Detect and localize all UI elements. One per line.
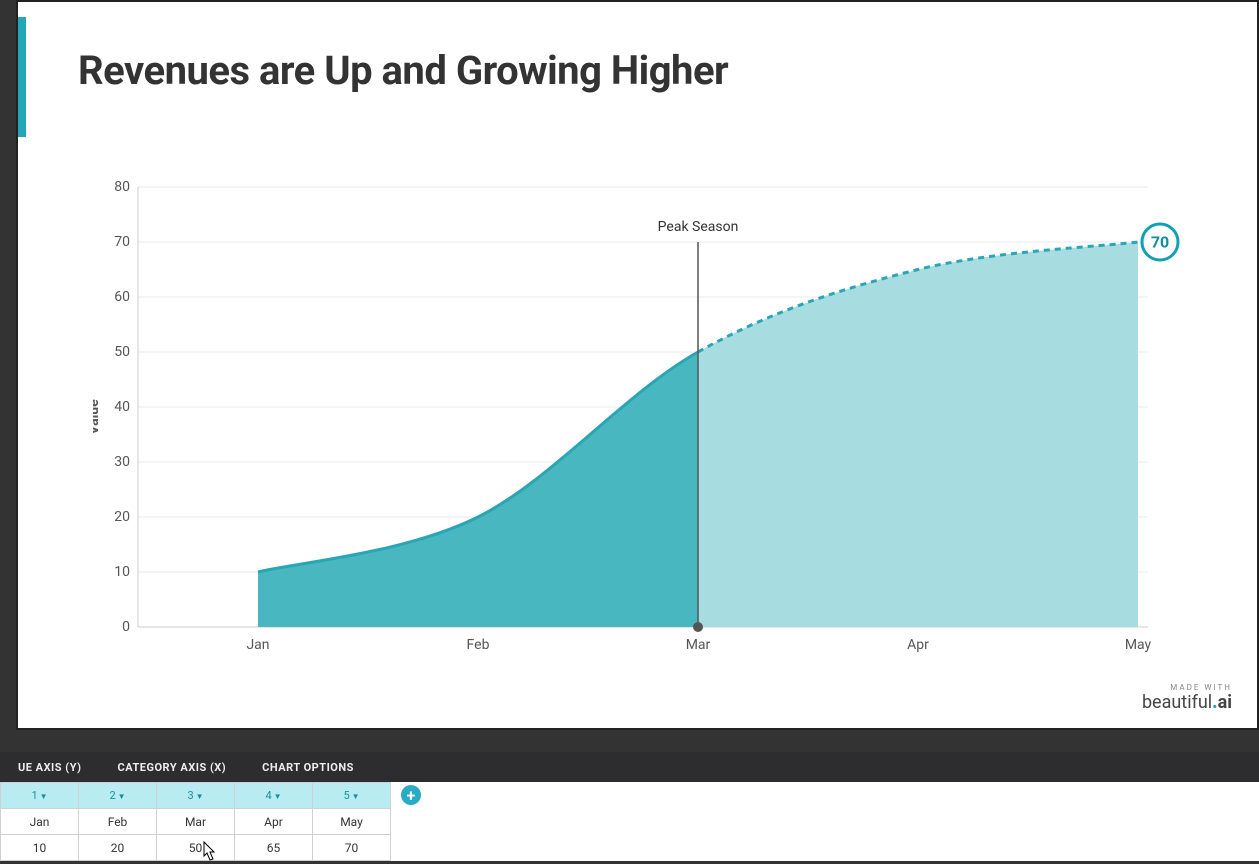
category-cell[interactable]: Mar [157,809,235,835]
column-header[interactable]: 5▼ [313,783,391,809]
svg-text:Feb: Feb [467,637,490,653]
watermark-brand: beautiful.ai [1142,692,1232,713]
watermark-made-with: MADE WITH [1142,683,1232,692]
accent-bar [18,17,26,137]
svg-text:40: 40 [114,399,130,415]
svg-text:Mar: Mar [686,637,711,653]
revenue-chart: 0 10 20 30 40 50 60 70 80 Value Peak Season 70 J… [93,167,1193,667]
watermark-brand-prefix: beautiful [1142,692,1212,713]
tab-value-axis[interactable]: UE AXIS (Y) [0,752,100,782]
editor-tabs: UE AXIS (Y) CATEGORY AXIS (X) CHART OPTI… [0,752,1259,782]
svg-text:50: 50 [114,344,130,360]
tab-category-axis[interactable]: CATEGORY AXIS (X) [100,752,245,782]
category-cell[interactable]: Jan [1,809,79,835]
tab-chart-options[interactable]: CHART OPTIONS [244,752,372,782]
x-tick-labels: Jan Feb Mar Apr May [246,637,1151,653]
annotation-dot-icon [693,622,703,632]
y-axis-label: Value [93,399,102,435]
column-header[interactable]: 3▼ [157,783,235,809]
y-tick-labels: 0 10 20 30 40 50 60 70 80 [114,179,130,635]
data-table[interactable]: 1▼2▼3▼4▼5▼ JanFebMarAprMay 1020506570 [0,782,391,861]
svg-text:60: 60 [114,289,130,305]
svg-text:Apr: Apr [907,637,929,653]
value-cell[interactable]: 20 [79,835,157,861]
watermark-brand-suffix: ai [1218,692,1232,713]
svg-text:80: 80 [114,179,130,195]
area-solid [258,352,698,627]
column-header[interactable]: 1▼ [1,783,79,809]
category-cell[interactable]: May [313,809,391,835]
column-header[interactable]: 4▼ [235,783,313,809]
annotation-label: Peak Season [658,219,739,235]
watermark: MADE WITH beautiful.ai [1142,683,1232,713]
add-column-button[interactable]: + [401,785,421,805]
area-forecast [698,242,1138,627]
data-grid: 1▼2▼3▼4▼5▼ JanFebMarAprMay 1020506570 + [0,782,1259,861]
end-value-text: 70 [1151,233,1169,252]
svg-text:70: 70 [114,234,130,250]
svg-text:10: 10 [114,564,130,580]
svg-text:20: 20 [114,509,130,525]
value-cell[interactable]: 50 [157,835,235,861]
slide-canvas: Revenues are Up and Growing Higher 0 10 20… [16,0,1259,730]
value-cell[interactable]: 65 [235,835,313,861]
svg-text:0: 0 [122,619,130,635]
svg-text:30: 30 [114,454,130,470]
category-cell[interactable]: Feb [79,809,157,835]
value-cell[interactable]: 10 [1,835,79,861]
svg-text:May: May [1125,637,1152,653]
slide-title: Revenues are Up and Growing Higher [78,47,728,94]
svg-text:Jan: Jan [246,637,269,653]
value-cell[interactable]: 70 [313,835,391,861]
category-cell[interactable]: Apr [235,809,313,835]
column-header[interactable]: 2▼ [79,783,157,809]
